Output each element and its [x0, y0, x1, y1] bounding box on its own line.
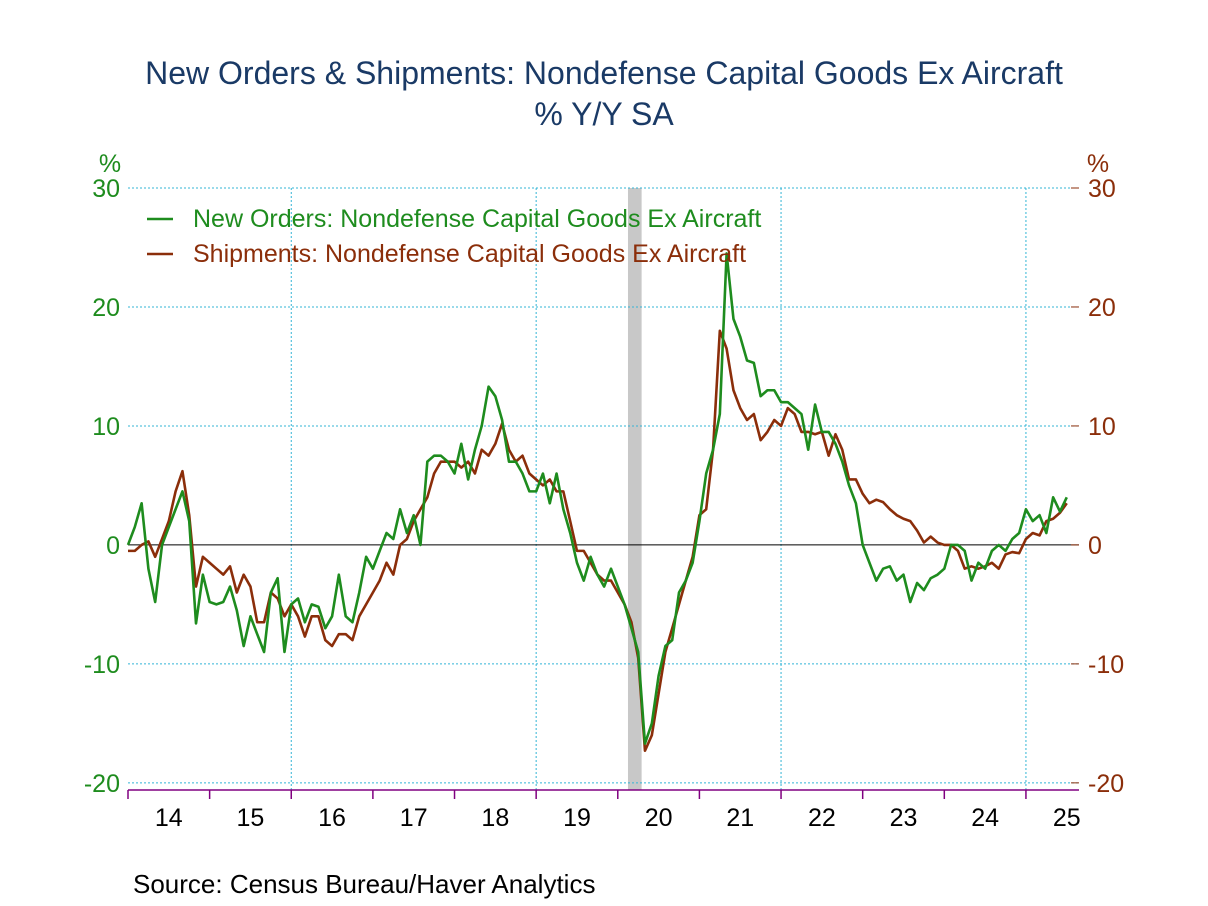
y-tick-label: -10	[84, 651, 120, 679]
y-tick-label: -20	[84, 770, 120, 798]
y2-axis-label: %	[1087, 150, 1109, 178]
series-line	[126, 252, 1068, 745]
x-tick-label: 20	[645, 804, 673, 832]
source-note: Source: Census Bureau/Haver Analytics	[133, 869, 595, 899]
y2-tick-label: -10	[1088, 651, 1124, 679]
y-axis-label: %	[99, 150, 121, 178]
legend-label: New Orders: Nondefense Capital Goods Ex …	[193, 205, 761, 233]
x-tick-label: 25	[1053, 804, 1081, 832]
x-tick-label: 23	[890, 804, 918, 832]
y-tick-label: 20	[92, 294, 120, 322]
y2-tick-label: 20	[1088, 294, 1116, 322]
y-tick-label: 30	[92, 175, 120, 203]
x-tick-label: 19	[563, 804, 591, 832]
x-tick-label: 16	[318, 804, 346, 832]
x-tick-label: 24	[971, 804, 999, 832]
x-tick-label: 15	[237, 804, 265, 832]
y2-tick-label: 30	[1088, 175, 1116, 203]
x-tick-label: 14	[155, 804, 183, 832]
x-tick-label: 17	[400, 804, 428, 832]
recession-band	[627, 188, 642, 790]
x-tick-label: 21	[726, 804, 754, 832]
y2-tick-label: 10	[1088, 413, 1116, 441]
y-tick-label: 10	[92, 413, 120, 441]
x-tick-label: 18	[481, 804, 509, 832]
y2-tick-label: 0	[1088, 532, 1102, 560]
y-tick-label: 0	[106, 532, 120, 560]
series-line	[128, 329, 1068, 753]
legend-label: Shipments: Nondefense Capital Goods Ex A…	[193, 240, 746, 268]
y2-tick-label: -20	[1088, 770, 1124, 798]
chart-title: New Orders & Shipments: Nondefense Capit…	[145, 55, 1063, 91]
chart-subtitle: % Y/Y SA	[534, 96, 674, 132]
x-tick-label: 22	[808, 804, 836, 832]
